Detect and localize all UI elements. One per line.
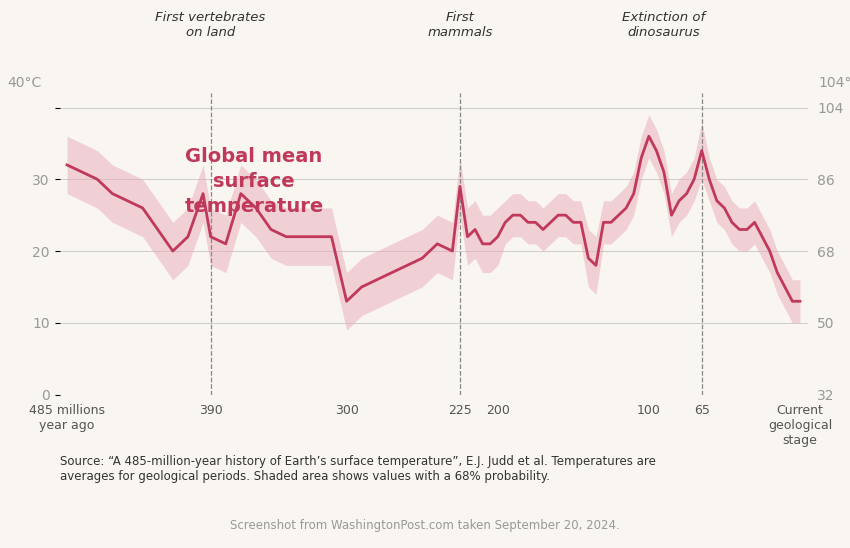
Text: Source: “A 485-million-year history of Earth’s surface temperature”, E.J. Judd e: Source: “A 485-million-year history of E… xyxy=(60,455,655,483)
Text: Screenshot from WashingtonPost.com taken September 20, 2024.: Screenshot from WashingtonPost.com taken… xyxy=(230,518,620,532)
Text: Global mean
surface
temperature: Global mean surface temperature xyxy=(184,147,324,216)
Text: 40°C: 40°C xyxy=(7,76,42,90)
Text: 104°F: 104°F xyxy=(819,76,850,90)
Text: First
mammals: First mammals xyxy=(428,11,493,39)
Text: Extinction of
dinosaurus: Extinction of dinosaurus xyxy=(622,11,705,39)
Text: First vertebrates
on land: First vertebrates on land xyxy=(156,11,266,39)
